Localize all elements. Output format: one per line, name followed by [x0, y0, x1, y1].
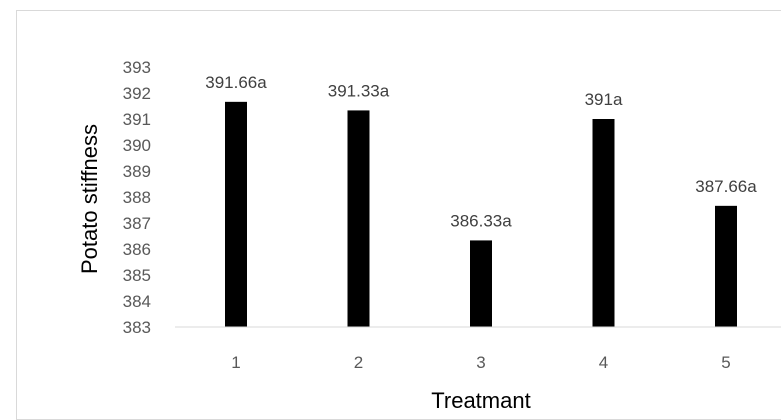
data-label: 391.66a	[205, 73, 267, 92]
y-tick-label: 389	[123, 162, 151, 181]
x-tick-label: 2	[354, 353, 363, 372]
data-label: 387.66a	[695, 177, 757, 196]
y-tick-label: 392	[123, 84, 151, 103]
y-tick-label: 387	[123, 214, 151, 233]
bar-4	[592, 119, 615, 327]
bar-2	[347, 110, 370, 327]
y-tick-label: 390	[123, 136, 151, 155]
x-tick-label: 3	[476, 353, 485, 372]
y-axis-title: Potato stiffness	[77, 124, 102, 274]
data-label: 391a	[585, 90, 623, 109]
x-tick-label: 5	[721, 353, 730, 372]
bars	[225, 101, 737, 327]
y-tick-label: 388	[123, 188, 151, 207]
data-labels: 391.66a 391.33a 386.33a 391a 387.66a	[205, 73, 757, 231]
y-tick-label: 384	[123, 292, 151, 311]
y-axis-ticks: 383 384 385 386 387 388 389 390 391 392 393	[123, 58, 151, 337]
y-tick-label: 383	[123, 318, 151, 337]
bar-5	[715, 205, 737, 327]
data-label: 391.33a	[328, 81, 390, 100]
y-tick-label: 393	[123, 58, 151, 77]
y-tick-label: 386	[123, 240, 151, 259]
bar-3	[470, 240, 492, 327]
x-axis-title: Treatmant	[431, 388, 530, 413]
y-tick-label: 391	[123, 110, 151, 129]
bar-1	[225, 101, 247, 327]
data-label: 386.33a	[450, 211, 512, 230]
x-tick-label: 4	[599, 353, 608, 372]
chart-area	[16, 10, 781, 420]
y-tick-label: 385	[123, 266, 151, 285]
x-tick-label: 1	[231, 353, 240, 372]
x-axis-ticks: 1 2 3 4 5	[231, 353, 730, 372]
